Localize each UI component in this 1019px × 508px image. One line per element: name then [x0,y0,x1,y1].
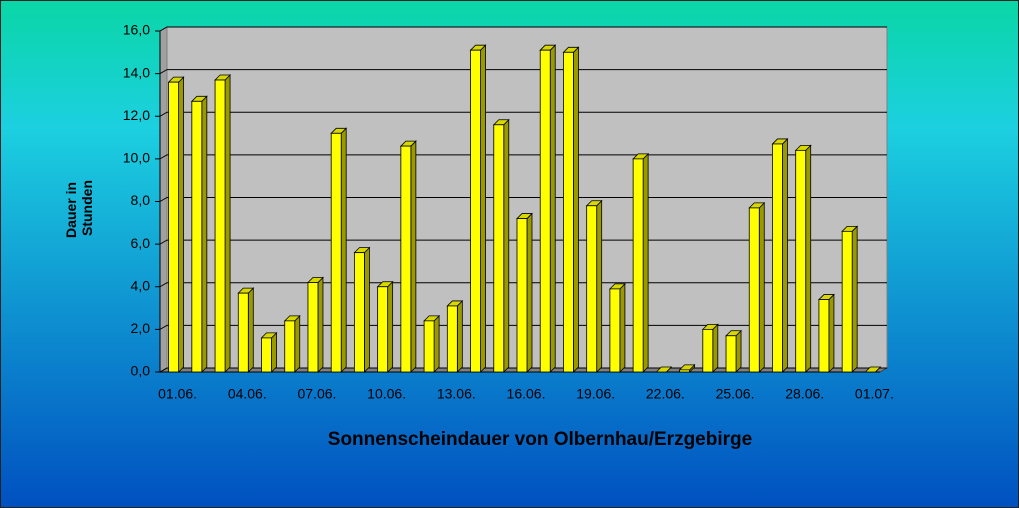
bar [818,299,830,373]
bar-side [619,282,626,373]
bar-side [201,95,208,373]
bar-top [655,366,673,373]
x-tick-label: 25.06. [716,386,755,402]
bar [168,81,180,373]
bar [841,230,853,373]
bar [748,207,760,373]
grid-line [159,111,887,117]
bar [330,132,342,373]
bar [214,79,226,373]
bar-side [294,314,301,373]
bar-side [317,276,324,373]
y-axis-title-line: Stunden [79,180,95,236]
bar [795,149,807,373]
x-tick-label: 01.06. [158,386,197,402]
bar [191,100,203,373]
bar-side [503,118,510,373]
grid-line [159,69,887,75]
y-tick-label: 6,0 [131,235,151,251]
bar-side [178,76,185,373]
x-tick-label: 28.06. [785,386,824,402]
bar [679,369,690,373]
y-tick-label: 4,0 [131,277,151,293]
y-tick-label: 0,0 [131,363,151,379]
y-tick-label: 2,0 [131,320,151,336]
y-tick-label: 14,0 [123,64,150,80]
bar [284,320,296,373]
bar-side [596,199,603,373]
bar-side [433,314,440,373]
bar [586,205,598,373]
bar-side [364,246,370,373]
bar [400,145,412,373]
x-tick-label: 16.06. [507,386,546,402]
bar-side [247,287,254,373]
y-tick-label: 16,0 [123,22,150,38]
bar-side [805,144,812,373]
bar-side [480,44,486,373]
bar-side [224,74,231,373]
x-tick-label: 07.06. [297,386,336,402]
bar [539,49,551,373]
bar-side [782,137,788,373]
bar [354,252,365,373]
y-tick-label: 10,0 [123,150,150,166]
x-tick-label: 19.06. [576,386,615,402]
bar [516,218,528,373]
bar-side [758,201,765,373]
bar [725,335,737,373]
bar [493,124,505,373]
bar [237,292,249,373]
bar [772,143,783,373]
bar-side [712,323,719,373]
x-tick-label: 22.06. [646,386,685,402]
bar [423,320,435,373]
bar [470,49,481,373]
bar [307,282,319,373]
x-tick-label: 10.06. [367,386,406,402]
x-tick-label: 01.07. [855,386,894,402]
bar-side [573,46,579,373]
grid-line [159,26,887,32]
bar [261,337,272,373]
bar [702,328,714,373]
y-tick-label: 8,0 [131,192,151,208]
bar [563,51,574,373]
bar-side [456,299,463,373]
bar [377,286,389,373]
bar-side [828,293,835,373]
bar-side [549,44,556,373]
bar-top [864,366,882,373]
chart-title: Sonnenscheindauer von Olbernhau/Erzgebir… [328,429,752,450]
bar [609,288,621,373]
bar-side [271,331,277,373]
x-tick-label: 13.06. [437,386,476,402]
y-axis-title-line: Dauer in [63,182,79,238]
bar-side [526,212,533,373]
bar-side [387,280,394,373]
bar [632,158,644,373]
bar-side [735,329,742,373]
y-axis-title: Dauer in Stunden [63,178,95,238]
bar [446,305,458,373]
y-tick-label: 12,0 [123,107,150,123]
bar-side [642,152,649,373]
x-tick-label: 04.06. [228,386,267,402]
bar-side [410,140,417,373]
bar-side [340,127,347,373]
bar-side [851,225,858,373]
